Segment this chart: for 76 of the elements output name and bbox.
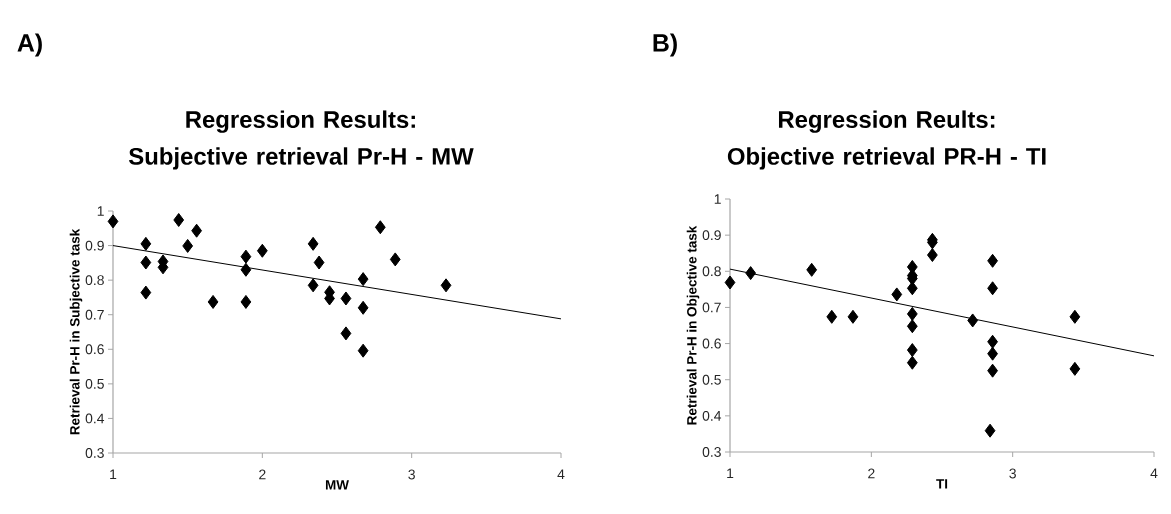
- y-tick-label: 0.4: [702, 410, 722, 421]
- y-tick-label: 0.5: [702, 374, 721, 385]
- y-tick-label: 1: [97, 206, 104, 216]
- point: [891, 287, 903, 302]
- point: [140, 285, 152, 300]
- point: [987, 363, 998, 378]
- y-tick-label: 0.5: [85, 378, 104, 389]
- point: [313, 255, 325, 270]
- point: [440, 278, 452, 293]
- point: [374, 220, 386, 235]
- point: [256, 243, 268, 258]
- x-tick-label: 2: [868, 468, 875, 479]
- point: [1069, 309, 1081, 324]
- y-axis-title: Retrieval Pr-H in Objective task: [686, 225, 700, 425]
- x-axis-title: TI: [936, 479, 948, 489]
- point: [191, 223, 202, 238]
- point: [987, 346, 998, 361]
- point: [240, 249, 252, 264]
- y-tick-label: 0.9: [85, 240, 104, 251]
- point: [140, 236, 152, 251]
- point: [389, 252, 401, 267]
- point: [826, 309, 838, 324]
- point: [906, 281, 918, 296]
- y-tick-label: 0.8: [702, 266, 721, 277]
- point: [357, 300, 369, 315]
- point: [806, 262, 818, 277]
- point: [927, 248, 938, 263]
- point: [182, 238, 194, 253]
- point: [307, 278, 319, 293]
- x-tick-label: 1: [110, 469, 117, 480]
- y-tick-label: 0.6: [702, 338, 721, 349]
- y-tick-label: 0.6: [85, 344, 104, 355]
- x-tick-label: 2: [259, 469, 266, 480]
- point: [1069, 361, 1081, 376]
- point: [357, 343, 369, 358]
- point: [724, 275, 736, 290]
- point: [906, 319, 918, 334]
- text: B): [653, 33, 677, 57]
- point: [906, 306, 918, 321]
- point: [140, 255, 152, 270]
- point: [340, 291, 352, 306]
- point: [207, 294, 219, 309]
- y-tick-label: 1: [714, 194, 721, 204]
- text: A): [17, 33, 42, 57]
- point: [984, 423, 996, 438]
- point: [340, 326, 352, 341]
- y-axis-title: Retrieval Pr-H in Subjective task: [69, 228, 83, 435]
- point: [173, 212, 185, 227]
- x-tick-label: 4: [1150, 468, 1158, 479]
- y-tick-label: 0.7: [85, 309, 104, 320]
- point: [906, 355, 918, 370]
- point: [745, 266, 757, 281]
- x-tick-label: 3: [1009, 468, 1016, 479]
- point: [906, 343, 918, 358]
- y-tick-label: 0.8: [85, 275, 104, 286]
- point: [967, 313, 979, 328]
- chart-title: Regression Results: Subjective retrieval Pr-H - MW: [128, 110, 474, 170]
- x-axis-title: MW: [325, 480, 349, 490]
- y-tick-label: 0.3: [85, 448, 104, 458]
- y-tick-label: 0.9: [702, 230, 721, 241]
- x-tick-label: 1: [727, 468, 734, 479]
- point: [307, 236, 319, 251]
- point: [987, 253, 998, 268]
- x-tick-label: 3: [408, 469, 415, 480]
- y-tick-label: 0.7: [702, 302, 721, 313]
- chart-title: Regression Reults: Objective retrieval PR-H - TI: [727, 110, 1046, 170]
- y-tick-label: 0.4: [85, 413, 105, 424]
- point: [847, 309, 859, 324]
- y-tick-label: 0.3: [702, 447, 721, 457]
- point: [240, 262, 252, 277]
- point: [240, 294, 252, 309]
- point: [987, 281, 998, 296]
- point: [357, 272, 369, 287]
- point: [987, 334, 998, 349]
- point: [107, 214, 119, 229]
- x-tick-label: 4: [557, 469, 565, 480]
